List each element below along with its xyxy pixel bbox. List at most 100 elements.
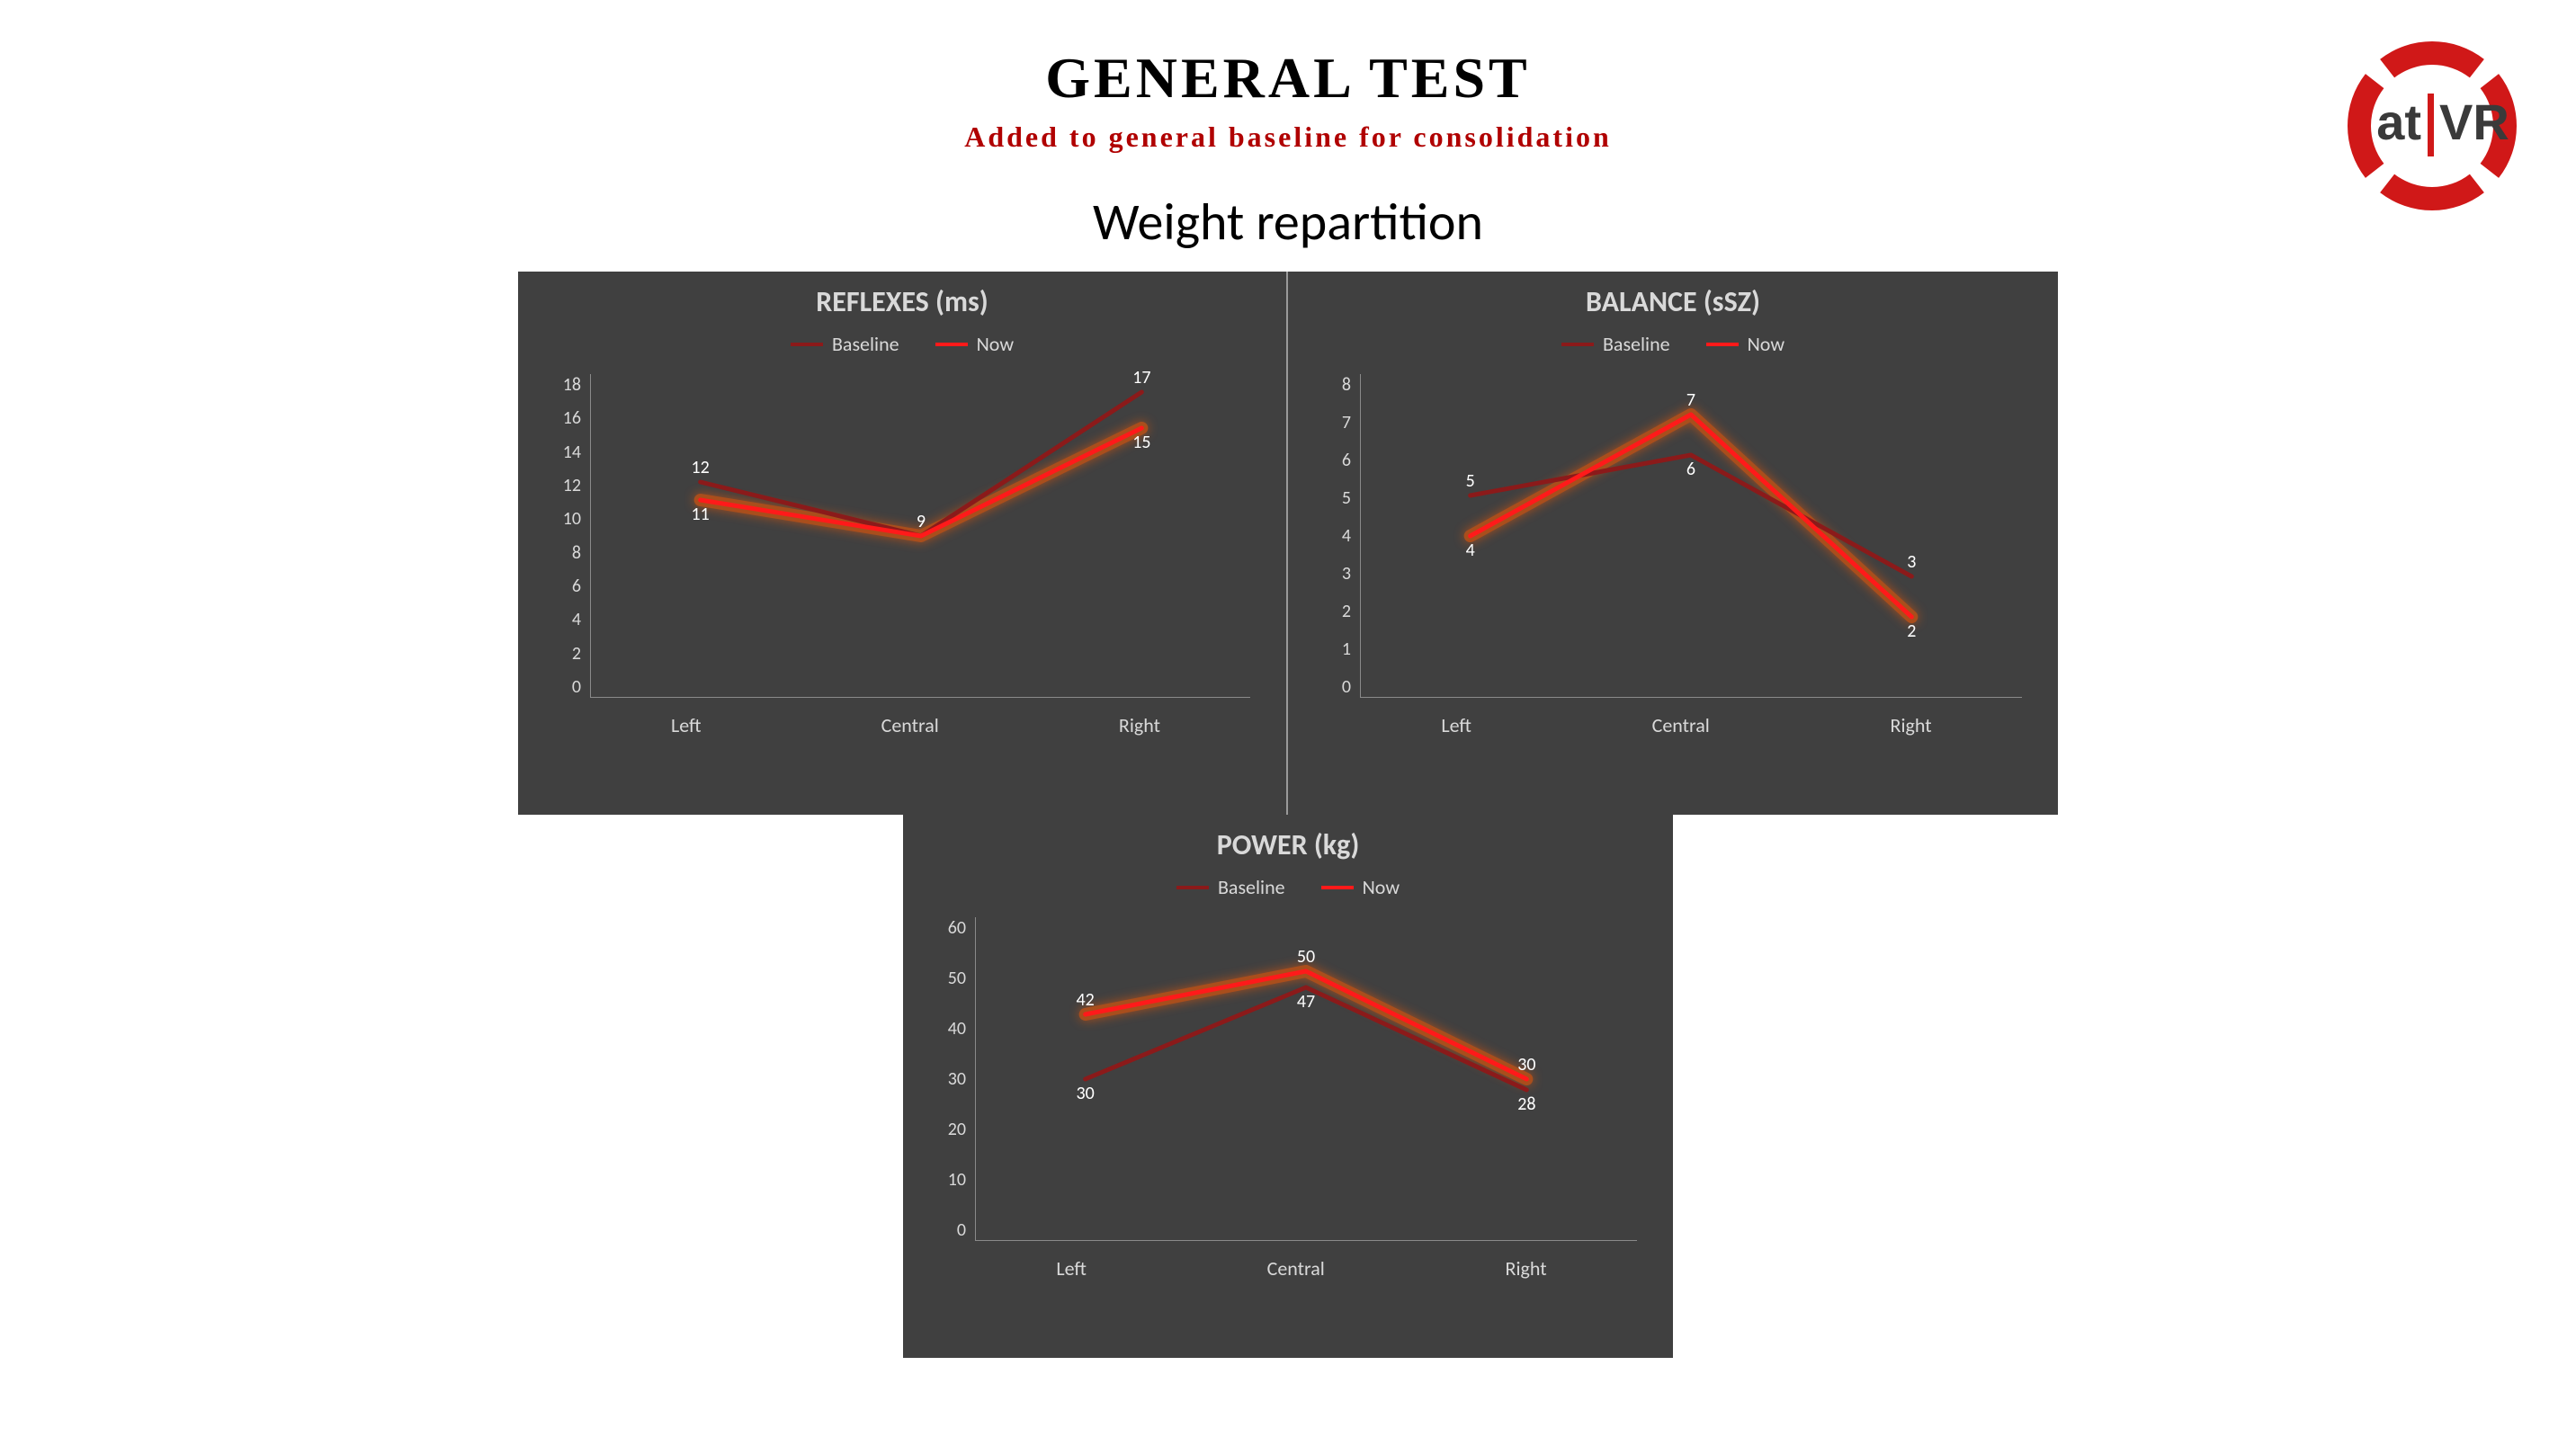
line-layer: 5 4 6 7 3 2: [1360, 374, 2022, 698]
page-subtitle: Added to general baseline for consolidat…: [0, 120, 2576, 154]
y-tick: 2: [1306, 601, 1351, 622]
chart-title: POWER (kg): [903, 815, 1673, 862]
data-label-now: 2: [1907, 620, 1916, 642]
y-tick: 40: [921, 1018, 966, 1040]
y-tick: 0: [921, 1219, 966, 1241]
chart-reflexes: REFLEXES (ms)BaselineNow1816141210864201…: [518, 272, 1288, 815]
data-label-now: 11: [692, 504, 710, 525]
section-title: Weight repartition: [0, 190, 2576, 254]
x-tick: Right: [1891, 713, 1932, 737]
charts-bottom-row: POWER (kg) Baseline Now 60 50 40 30 20 10 0 30 42 47…: [518, 815, 2058, 1358]
charts-top-row: REFLEXES (ms)BaselineNow1816141210864201…: [518, 272, 2058, 815]
chart-legend: Baseline Now: [518, 332, 1286, 356]
legend-label: Now: [977, 332, 1014, 356]
y-axis-ticks: 18 16 14 12 10 8 6 4 2 0: [536, 374, 581, 698]
y-tick: 5: [1306, 487, 1351, 509]
legend-item-baseline: Baseline: [791, 332, 899, 356]
x-tick: Central: [1652, 713, 1710, 737]
legend-label: Baseline: [1218, 875, 1285, 899]
y-tick: 10: [921, 1169, 966, 1191]
legend-item-now: Now: [935, 332, 1014, 356]
legend-label: Baseline: [832, 332, 899, 356]
x-tick: Right: [1119, 713, 1160, 737]
header: GENERAL TEST Added to general baseline f…: [0, 0, 2576, 254]
legend-swatch: [791, 343, 823, 346]
page-title: GENERAL TEST: [0, 45, 2576, 112]
x-tick: Right: [1506, 1256, 1547, 1281]
data-label-now: 42: [1077, 989, 1095, 1011]
chart-title: REFLEXES (ms): [518, 272, 1286, 319]
chart-title: BALANCE (sSZ): [1288, 272, 2058, 319]
x-axis-ticks: Left Central Right: [966, 1256, 1637, 1281]
x-tick: Central: [881, 713, 939, 737]
data-label-baseline: 3: [1907, 551, 1916, 573]
data-label-now: 15: [1132, 432, 1150, 453]
data-label-now: 30: [1517, 1054, 1535, 1076]
y-tick: 6: [1306, 450, 1351, 471]
x-tick: Left: [1441, 713, 1471, 737]
y-tick: 8: [1306, 374, 1351, 396]
y-tick: 1: [1306, 638, 1351, 660]
chart-balance: BALANCE (sSZ) Baseline Now 8 7 6 5 4 3 2 1 0 5 4 6 7 3 2 L…: [1288, 272, 2058, 815]
y-tick: 30: [921, 1068, 966, 1090]
legend-item-baseline: Baseline: [1561, 332, 1670, 356]
data-label-baseline: 47: [1297, 991, 1315, 1013]
chart-legend: Baseline Now: [903, 875, 1673, 899]
data-label-baseline: 9: [917, 511, 926, 532]
legend-label: Now: [1363, 875, 1400, 899]
y-tick: 8: [536, 542, 581, 564]
x-tick: Left: [1056, 1256, 1087, 1281]
legend-item-now: Now: [1321, 875, 1400, 899]
legend-swatch: [935, 343, 968, 346]
x-tick: Central: [1267, 1256, 1325, 1281]
line-layer: 30 42 47 50 28 30: [975, 917, 1637, 1241]
data-label-now: 50: [1297, 946, 1315, 968]
svg-text:VR: VR: [2439, 94, 2509, 150]
legend-label: Now: [1748, 332, 1784, 356]
data-label-baseline: 28: [1517, 1093, 1535, 1115]
chart-power: POWER (kg) Baseline Now 60 50 40 30 20 10 0 30 42 47…: [903, 815, 1673, 1358]
x-tick: Left: [671, 713, 702, 737]
y-tick: 0: [536, 676, 581, 698]
plot-area: 876543210546732LeftCentralRight: [1306, 374, 2040, 698]
y-axis-ticks: 6050403020100: [921, 917, 966, 1241]
legend-swatch: [1706, 343, 1739, 346]
charts-container: REFLEXES (ms)BaselineNow1816141210864201…: [518, 272, 2058, 1358]
y-tick: 4: [1306, 525, 1351, 547]
y-tick: 7: [1306, 412, 1351, 433]
svg-text:at: at: [2376, 94, 2421, 150]
data-label-baseline: 30: [1077, 1083, 1095, 1104]
legend-label: Baseline: [1603, 332, 1670, 356]
data-label-now: 4: [1466, 540, 1475, 561]
y-tick: 14: [536, 442, 581, 463]
y-tick: 20: [921, 1119, 966, 1140]
y-tick: 6: [536, 576, 581, 597]
line-layer: 121191715: [590, 374, 1250, 698]
legend-swatch: [1321, 886, 1354, 889]
y-tick: 0: [1306, 676, 1351, 698]
y-tick: 2: [536, 643, 581, 665]
data-label-baseline: 17: [1132, 367, 1150, 388]
legend-swatch: [1561, 343, 1594, 346]
plot-area: 6050403020100304247502830LeftCentralRigh…: [921, 917, 1655, 1241]
legend-item-baseline: Baseline: [1176, 875, 1285, 899]
legend-item-now: Now: [1706, 332, 1784, 356]
data-label-now: 7: [1686, 389, 1695, 411]
legend-swatch: [1176, 886, 1209, 889]
y-tick: 16: [536, 407, 581, 429]
data-label-baseline: 5: [1466, 470, 1475, 492]
data-label-baseline: 12: [692, 457, 710, 478]
y-tick: 60: [921, 917, 966, 939]
logo: at VR: [2342, 36, 2522, 216]
y-tick: 10: [536, 508, 581, 530]
plot-area: 181614121086420121191715LeftCentralRight: [536, 374, 1268, 698]
data-label-baseline: 6: [1686, 459, 1695, 480]
y-tick: 3: [1306, 563, 1351, 585]
x-axis-ticks: Left Central Right: [1351, 713, 2022, 737]
chart-legend: Baseline Now: [1288, 332, 2058, 356]
x-axis-ticks: Left Central Right: [581, 713, 1250, 737]
y-tick: 12: [536, 475, 581, 496]
y-tick: 4: [536, 609, 581, 630]
y-tick: 18: [536, 374, 581, 396]
series-now: [1471, 415, 1912, 617]
